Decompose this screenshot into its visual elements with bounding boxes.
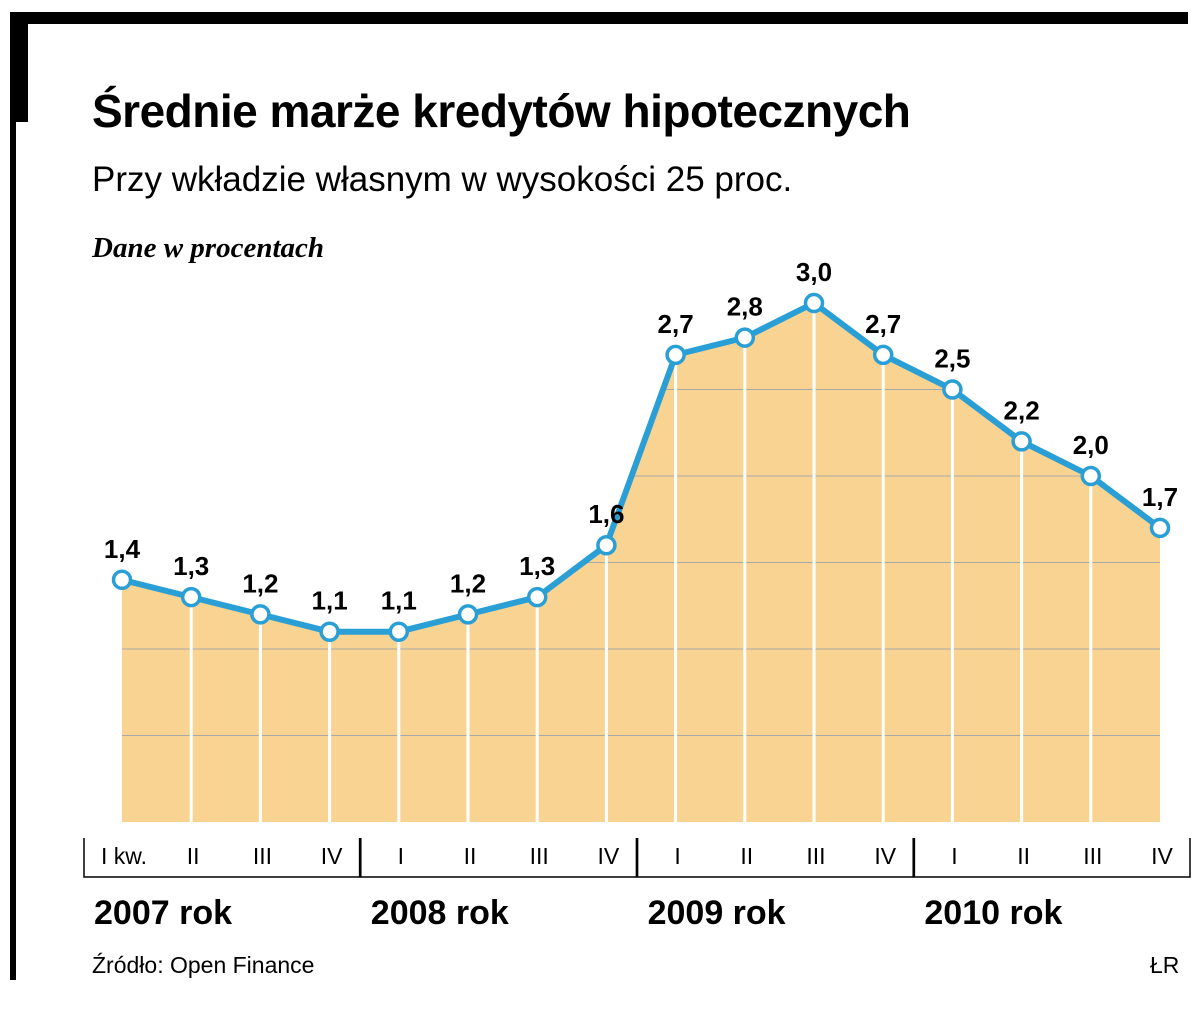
year-bracket: [83, 838, 361, 878]
x-tick-label: I: [674, 843, 680, 869]
data-point: [665, 344, 686, 366]
data-point: [872, 344, 894, 366]
x-tick-label: III: [1083, 843, 1102, 869]
x-tick-label: II: [1017, 843, 1030, 869]
year-label: 2009 rok: [648, 894, 786, 932]
data-label: 1,2: [450, 568, 486, 598]
x-tick-label: III: [806, 843, 825, 869]
x-tick-label: I kw.: [101, 843, 147, 869]
x-tick-label: I: [398, 843, 404, 869]
x-tick-label: I: [951, 843, 957, 869]
data-point: [803, 292, 825, 314]
x-tick-label: III: [530, 843, 549, 869]
data-label: 3,0: [796, 257, 832, 287]
data-label: 1,3: [173, 551, 209, 581]
data-label: 1,1: [312, 586, 348, 616]
data-point: [250, 604, 271, 625]
data-point: [942, 379, 963, 400]
frame-top-rule: [10, 12, 1188, 24]
data-label: 1,4: [104, 534, 141, 564]
year-bracket: [913, 838, 1191, 878]
data-label: 2,5: [934, 344, 970, 374]
year-bracket: [360, 838, 638, 878]
data-point: [457, 604, 479, 625]
author-credit: ŁR: [1150, 952, 1180, 978]
data-label: 2,8: [727, 292, 763, 322]
x-tick-label: IV: [598, 843, 620, 869]
chart-subtitle: Przy wkładzie własnym w wysokości 25 pro…: [92, 160, 793, 199]
data-label: 1,1: [381, 586, 417, 616]
chart-title: Średnie marże kredytów hipotecznych: [92, 85, 911, 137]
data-label: 1,7: [1142, 482, 1178, 512]
year-bracket: [636, 838, 914, 878]
x-tick-label: IV: [1151, 843, 1173, 869]
x-tick-label: III: [253, 843, 272, 869]
data-label: 1,6: [588, 499, 624, 529]
data-label: 2,7: [658, 309, 694, 339]
data-point: [1149, 517, 1171, 539]
x-tick-label: II: [464, 843, 477, 869]
data-point: [111, 569, 133, 591]
data-point: [1080, 465, 1102, 487]
source-note: Źródło: Open Finance: [92, 952, 315, 978]
units-note: Dane w procentach: [92, 232, 324, 264]
x-tick-label: II: [740, 843, 753, 869]
data-point: [1011, 431, 1032, 452]
x-tick-label: II: [187, 843, 200, 869]
series-line: [119, 300, 1163, 635]
year-label: 2007 rok: [94, 894, 232, 932]
year-label: 2008 rok: [371, 894, 509, 932]
data-label: 2,7: [865, 309, 901, 339]
data-point: [526, 586, 548, 608]
data-point: [180, 586, 202, 608]
x-tick-label: IV: [321, 843, 343, 869]
data-point: [319, 621, 340, 642]
data-point: [388, 621, 410, 642]
data-point: [596, 534, 617, 556]
x-tick-label: IV: [874, 843, 896, 869]
data-label: 2,2: [1004, 395, 1040, 425]
data-label: 1,2: [242, 568, 278, 598]
data-label: 2,0: [1073, 430, 1109, 460]
year-label: 2010 rok: [924, 894, 1062, 932]
data-point: [734, 327, 756, 348]
frame-left-thin-rule: [10, 12, 16, 980]
data-label: 1,3: [519, 551, 555, 581]
